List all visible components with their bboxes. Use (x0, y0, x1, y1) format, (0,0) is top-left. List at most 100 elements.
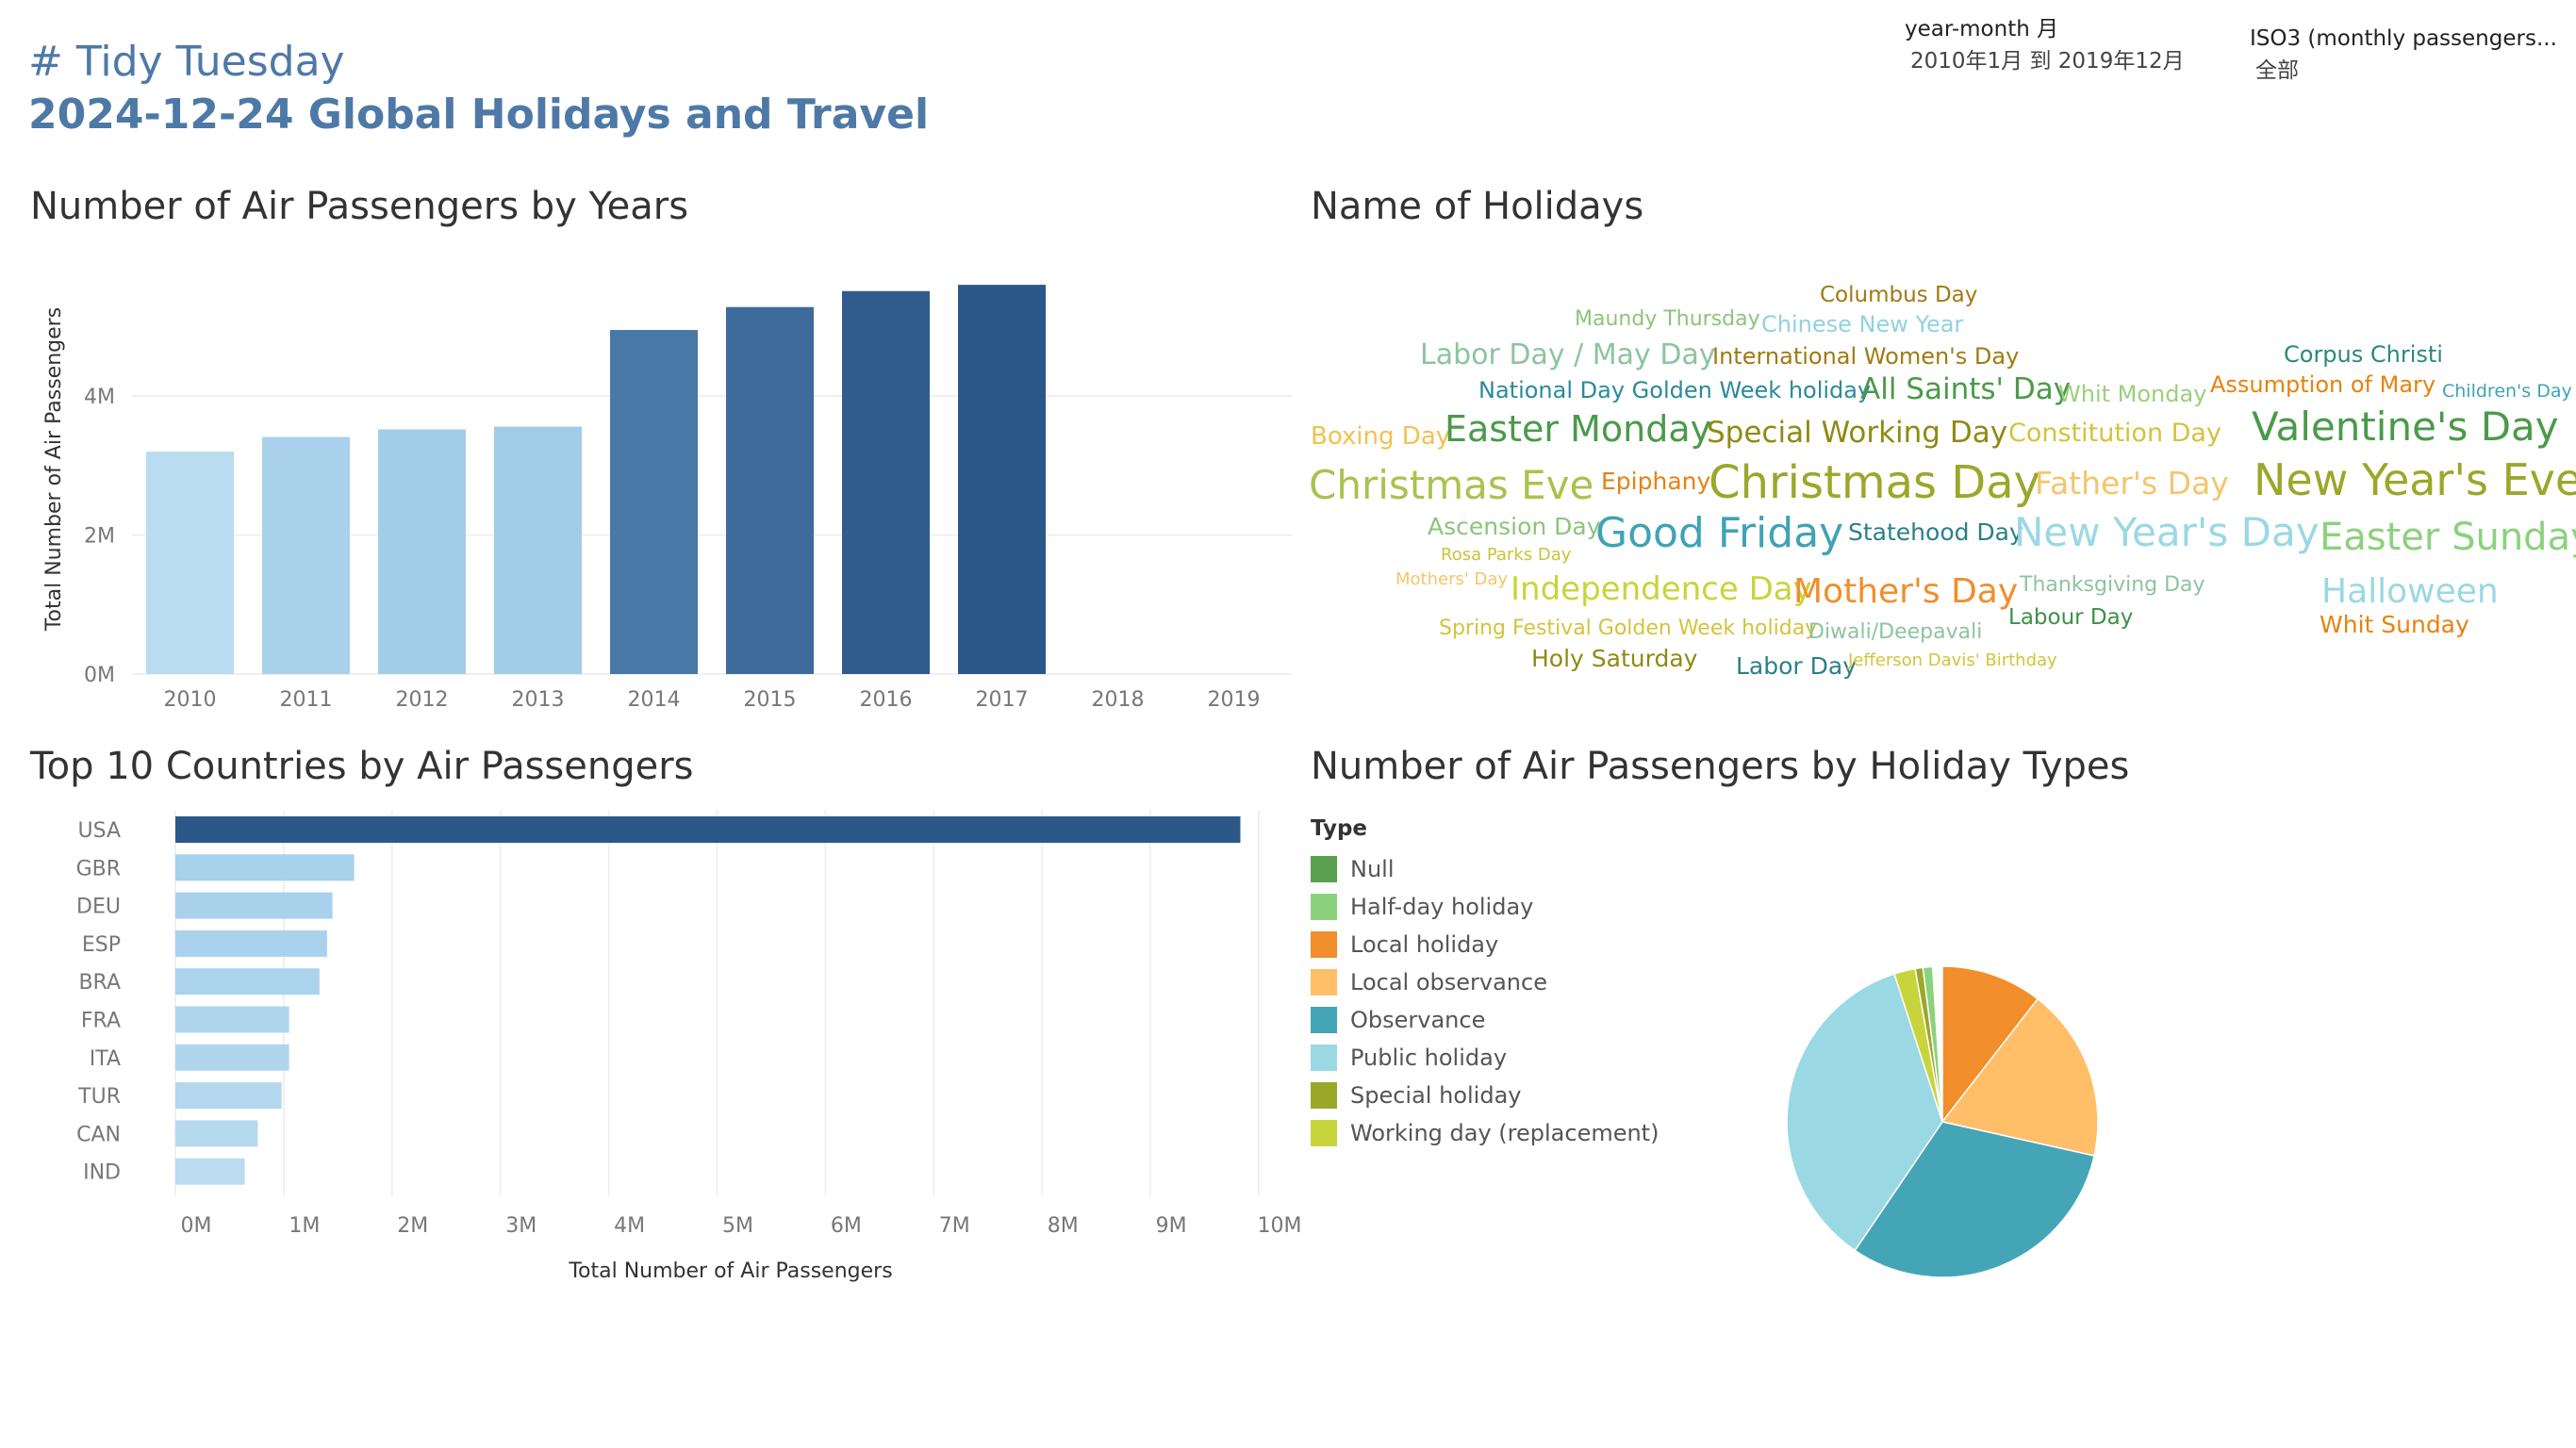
legend-swatch (1311, 856, 1337, 882)
holiday-word[interactable]: Chinese New Year (1761, 311, 1964, 337)
holiday-word[interactable]: Spring Festival Golden Week holiday (1439, 617, 1818, 640)
legend-item[interactable]: Local observance (1311, 963, 1659, 1001)
holiday-word[interactable]: Labor Day (1736, 652, 1858, 680)
holiday-word[interactable]: Christmas Eve (1309, 462, 1594, 508)
holiday-word[interactable]: Independence Day (1511, 570, 1812, 608)
holiday-word[interactable]: Whit Sunday (2320, 611, 2469, 638)
country-bar[interactable] (175, 968, 320, 996)
legend-item[interactable]: Null (1311, 850, 1659, 888)
country-bar[interactable] (175, 1120, 258, 1147)
legend-swatch (1311, 894, 1337, 920)
pie-slice[interactable] (1941, 965, 2039, 1125)
legend-item[interactable]: Half-day holiday (1311, 888, 1659, 926)
filter-iso3-value[interactable]: 全部 (2255, 58, 2299, 83)
x-tick-label: 9M (1156, 1214, 1187, 1238)
dashboard-title: # Tidy Tuesday 2024-12-24 Global Holiday… (28, 36, 929, 141)
pie-slice[interactable] (1786, 973, 1943, 1252)
holiday-word[interactable]: Labor Day / May Day (1420, 338, 1716, 371)
country-label: GBR (76, 857, 121, 880)
legend-swatch (1311, 931, 1337, 958)
country-bar[interactable] (175, 1158, 245, 1185)
holiday-word[interactable]: Halloween (2321, 572, 2499, 611)
holiday-word[interactable]: New Year's Day (2014, 509, 2320, 555)
holiday-word[interactable]: Valentine's Day (2252, 403, 2559, 450)
legend-label: Half-day holiday (1350, 894, 1534, 920)
country-bar[interactable] (175, 816, 1241, 843)
holiday-word[interactable]: Columbus Day (1820, 283, 1978, 307)
year-bar[interactable] (494, 426, 582, 674)
holiday-word[interactable]: Labour Day (2008, 605, 2134, 630)
y-tick-label: 0M (84, 664, 115, 687)
x-tick-label: 4M (614, 1214, 645, 1238)
holiday-word[interactable]: Statehood Day (1848, 518, 2023, 546)
x-tick-label: 2012 (396, 688, 449, 712)
legend-title: Type (1311, 816, 1368, 841)
holiday-word[interactable]: Ascension Day (1428, 513, 1601, 540)
holiday-word[interactable]: Constitution Day (2008, 419, 2221, 448)
legend-item[interactable]: Observance (1311, 1001, 1659, 1039)
x-tick-label: 2018 (1092, 688, 1145, 712)
holiday-word[interactable]: Mothers' Day (1395, 569, 1509, 589)
country-bar[interactable] (175, 892, 333, 919)
pie-slice[interactable] (1922, 965, 1943, 1123)
country-bar[interactable] (175, 854, 355, 881)
holiday-word[interactable]: Easter Sunday (2320, 516, 2576, 559)
year-bar[interactable] (842, 290, 930, 674)
holiday-word[interactable]: Children's Day (2442, 381, 2572, 402)
holiday-word[interactable]: Special Working Day (1707, 416, 2008, 450)
country-label: CAN (76, 1123, 121, 1146)
year-bar[interactable] (726, 306, 814, 674)
holiday-word[interactable]: Diwali/Deepavali (1808, 620, 1983, 644)
country-bar[interactable] (175, 1006, 289, 1033)
filter-year-month-value[interactable]: 2010年1月 到 2019年12月 (1910, 49, 2185, 74)
legend-item[interactable]: Working day (replacement) (1311, 1114, 1659, 1152)
countries-chart-title: Top 10 Countries by Air Passengers (30, 745, 694, 788)
holiday-word[interactable]: New Year's Eve (2254, 454, 2576, 505)
holiday-word[interactable]: Good Friday (1595, 509, 1844, 557)
x-tick-label: 2014 (628, 688, 681, 712)
country-bar[interactable] (175, 1082, 282, 1110)
holiday-word[interactable]: Epiphany (1601, 468, 1711, 495)
holiday-word[interactable]: International Women's Day (1712, 343, 2020, 370)
country-label: DEU (76, 896, 121, 919)
holiday-word[interactable]: Assumption of Mary (2210, 371, 2436, 398)
legend-item[interactable]: Special holiday (1311, 1077, 1659, 1114)
country-label: ESP (82, 933, 121, 957)
holiday-word[interactable]: Jefferson Davis' Birthday (1848, 650, 2057, 670)
holiday-word[interactable]: Christmas Day (1709, 456, 2041, 509)
legend-label: Public holiday (1350, 1045, 1508, 1071)
holiday-word[interactable]: Boxing Day (1311, 422, 1451, 451)
holiday-word[interactable]: Whit Monday (2058, 381, 2207, 407)
legend-item[interactable]: Local holiday (1311, 926, 1659, 963)
holiday-word[interactable]: Maundy Thursday (1575, 307, 1760, 331)
pie-slice[interactable] (1940, 997, 2099, 1157)
holiday-word[interactable]: Father's Day (2035, 465, 2229, 502)
holiday-word[interactable]: Corpus Christi (2284, 341, 2443, 368)
holiday-word[interactable]: Mother's Day (1793, 572, 2019, 611)
year-bar[interactable] (262, 436, 350, 674)
holiday-word[interactable]: Easter Monday (1445, 408, 1712, 450)
x-tick-label: 2015 (744, 688, 797, 712)
year-bar[interactable] (378, 429, 466, 674)
country-bar[interactable] (175, 930, 327, 957)
x-tick-label: 3M (505, 1214, 537, 1238)
filter-iso3[interactable]: ISO3 (monthly passengers... 全部 (2250, 23, 2557, 87)
x-axis-label: Total Number of Air Passengers (568, 1259, 892, 1283)
country-bar[interactable] (175, 1044, 289, 1071)
legend-swatch (1311, 1120, 1337, 1146)
holiday-word[interactable]: Holy Saturday (1531, 645, 1698, 672)
country-label: BRA (78, 971, 121, 995)
legend-item[interactable]: Public holiday (1311, 1039, 1659, 1077)
filter-year-month[interactable]: year-month 月 2010年1月 到 2019年12月 (1905, 13, 2185, 77)
year-bar[interactable] (146, 452, 234, 674)
holiday-word[interactable]: All Saints' Day (1860, 372, 2072, 406)
year-bar[interactable] (958, 285, 1046, 674)
x-tick-label: 2011 (280, 688, 333, 712)
pie-slice[interactable] (1854, 1121, 2095, 1278)
year-bar[interactable] (610, 330, 698, 674)
holiday-word[interactable]: Thanksgiving Day (2020, 573, 2205, 597)
y-tick-label: 4M (84, 386, 115, 409)
holiday-word[interactable]: National Day Golden Week holiday (1478, 377, 1872, 403)
holiday-word[interactable]: Rosa Parks Day (1441, 545, 1572, 565)
legend-label: Null (1350, 856, 1395, 882)
